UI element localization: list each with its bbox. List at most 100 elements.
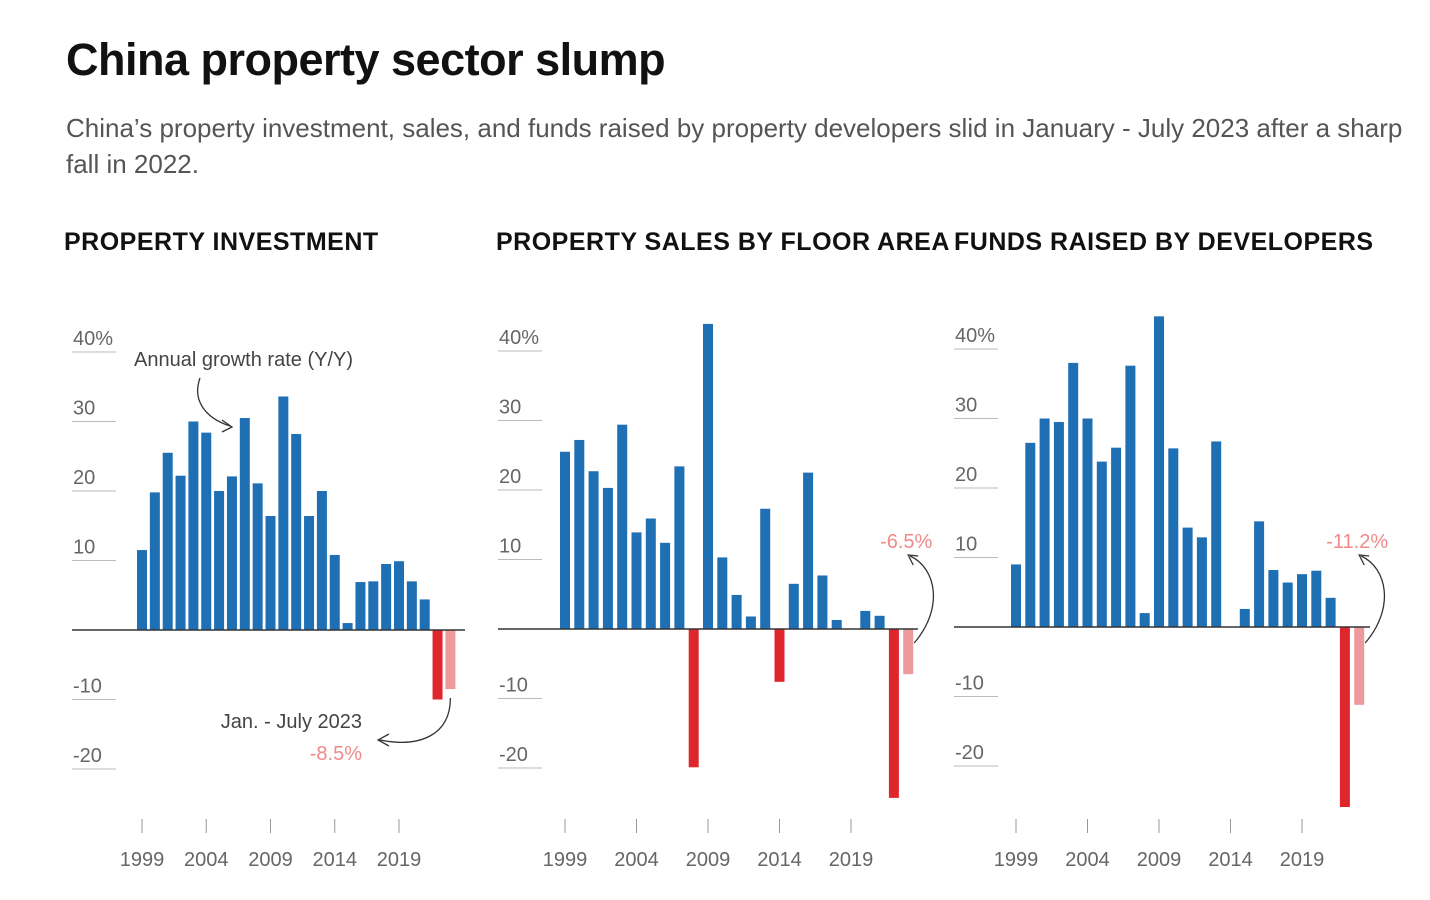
bar-2002: [1053, 421, 1064, 627]
bar-2017: [817, 575, 828, 629]
y-tick-label: -10: [955, 673, 984, 695]
panel-title-funds: FUNDS RAISED BY DEVELOPERS: [954, 228, 1374, 256]
bar-2012: [1196, 537, 1207, 627]
bar-2021: [1325, 597, 1336, 627]
bar-2018: [1282, 582, 1293, 627]
y-tick-label: 20: [955, 464, 977, 486]
bar-2001: [162, 452, 173, 630]
bar-2004: [1082, 418, 1093, 627]
y-tick-label: -20: [955, 742, 984, 764]
bar-2013: [760, 508, 771, 629]
period-note-arrow: [379, 697, 452, 743]
bar-2013: [1211, 441, 1222, 627]
bar-2019: [394, 561, 404, 630]
bar-2006: [660, 542, 671, 629]
bar-jan-july-2023: [903, 629, 914, 675]
bar-2010: [717, 557, 728, 629]
x-tick-label: 1999: [543, 849, 588, 871]
bar-2014: [329, 554, 340, 630]
bar-2009: [1154, 316, 1164, 627]
bar-1999: [560, 451, 570, 629]
y-tick-label: 30: [73, 398, 95, 420]
x-tick-label: 2009: [248, 849, 293, 871]
bar-2014: [774, 629, 785, 682]
bar-2001: [588, 471, 599, 629]
x-tick-label: 2019: [829, 849, 874, 871]
bar-jan-july-2023: [445, 630, 456, 690]
y-tick-label: 30: [499, 397, 521, 419]
bar-2017: [1268, 570, 1279, 627]
bar-1999: [137, 550, 147, 630]
bar-2021: [419, 599, 430, 630]
y-tick-label: 40%: [499, 327, 539, 349]
bar-2008: [1139, 613, 1150, 627]
x-tick-label: 2004: [184, 849, 229, 871]
x-tick-label: 2014: [757, 849, 802, 871]
x-tick-label: 2019: [1280, 849, 1325, 871]
value-label-arrow: [909, 555, 935, 644]
x-tick-label: 2004: [1065, 849, 1110, 871]
bar-2000: [149, 492, 160, 630]
bar-2000: [1025, 442, 1036, 627]
bar-2016: [355, 582, 366, 630]
bar-2010: [278, 396, 289, 630]
bar-2015: [342, 623, 353, 630]
value-label-arrowhead: [907, 554, 919, 566]
x-tick-label: 2014: [313, 849, 358, 871]
last-value-label: -11.2%: [1326, 531, 1388, 553]
x-tick-label: 2004: [614, 849, 659, 871]
bar-2010: [1168, 448, 1179, 627]
value-label-arrowhead: [1358, 554, 1370, 566]
y-tick-label: 20: [499, 466, 521, 488]
chart-panel-1: 40% 30 20 10 -10 -20 1999 2004 2009 2014 2019 Annua…: [72, 328, 465, 871]
y-tick-label: -20: [73, 745, 102, 767]
y-tick-label: 10: [955, 534, 977, 556]
bar-2018: [381, 563, 392, 630]
chart-panel-3: 40% 30 20 10 -10 -20 1999 2004 2009 2014 2019 -11.2…: [954, 316, 1388, 871]
bar-2002: [175, 475, 186, 630]
bar-2022: [888, 629, 899, 798]
last-value-label: -6.5%: [880, 531, 932, 553]
y-tick-label: 20: [73, 467, 95, 489]
bar-2007: [239, 418, 250, 630]
x-tick-label: 1999: [994, 849, 1039, 871]
bar-2005: [214, 491, 225, 630]
bar-2008: [688, 629, 699, 768]
bar-2003: [1068, 362, 1079, 627]
bar-2018: [831, 619, 842, 629]
bar-2008: [252, 483, 263, 630]
bar-2016: [803, 472, 814, 629]
bar-2012: [304, 516, 315, 630]
period-note-arrowhead: [376, 733, 390, 747]
y-tick-label: -20: [499, 744, 528, 766]
bar-2011: [291, 434, 302, 630]
bar-2007: [1125, 365, 1136, 627]
series-note-arrow: [197, 377, 231, 427]
bar-2016: [1254, 521, 1265, 627]
panel-title-investment: PROPERTY INVESTMENT: [64, 228, 379, 256]
bar-2022: [432, 630, 443, 700]
panel-title-sales: PROPERTY SALES BY FLOOR AREA: [496, 228, 950, 256]
bar-2019: [1297, 574, 1307, 627]
bar-2021: [874, 615, 885, 629]
period-note: Jan. - July 2023: [221, 711, 362, 733]
bar-2006: [226, 476, 237, 630]
x-tick-label: 2014: [1208, 849, 1253, 871]
bar-2002: [602, 487, 613, 629]
bar-2022: [1339, 627, 1350, 808]
bar-2005: [1096, 461, 1107, 627]
bar-2015: [788, 583, 799, 629]
bar-2004: [201, 432, 212, 630]
bar-2020: [860, 610, 871, 629]
bar-2003: [617, 424, 628, 629]
x-tick-label: 2009: [1137, 849, 1182, 871]
x-tick-label: 1999: [120, 849, 165, 871]
bar-2020: [406, 581, 417, 630]
y-tick-label: 10: [499, 536, 521, 558]
series-note: Annual growth rate (Y/Y): [134, 349, 353, 371]
bar-2005: [645, 518, 656, 629]
bar-2011: [731, 594, 742, 629]
x-tick-label: 2019: [377, 849, 422, 871]
bar-2012: [745, 616, 756, 629]
bar-2006: [1111, 447, 1122, 627]
